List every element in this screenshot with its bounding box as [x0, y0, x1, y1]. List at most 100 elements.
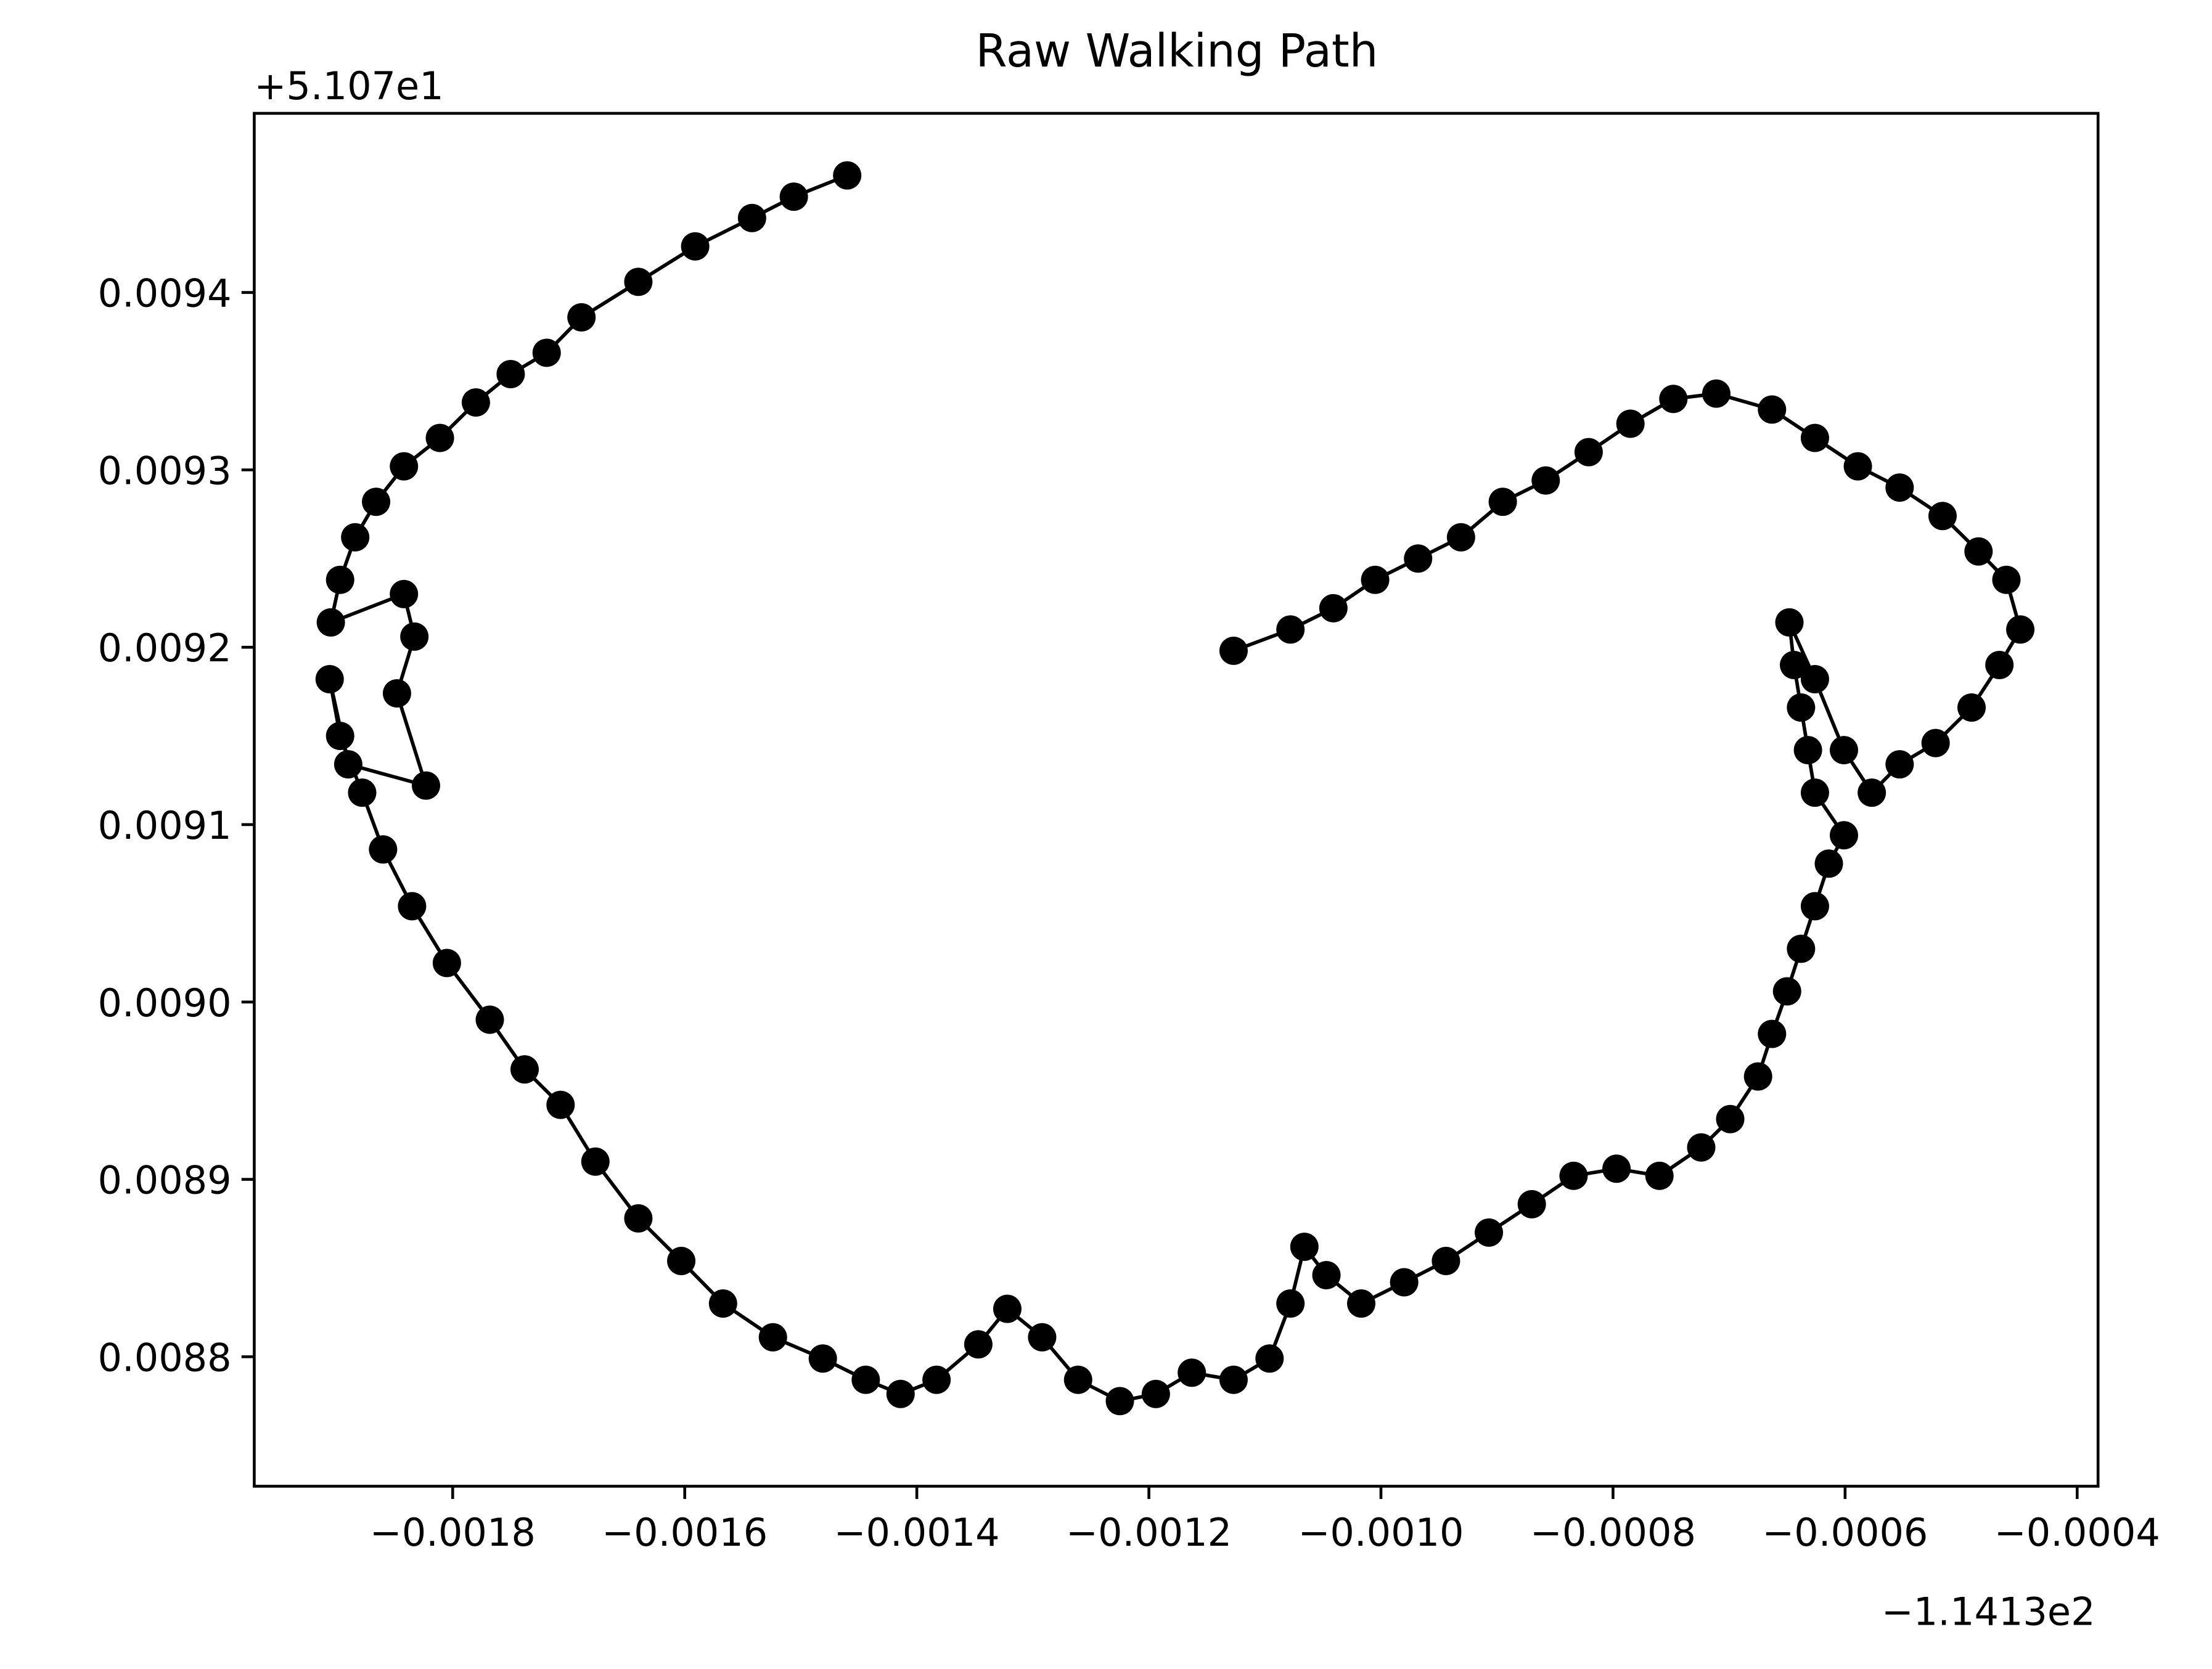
point-marker	[1616, 409, 1645, 438]
point-marker	[1702, 379, 1731, 408]
point-marker	[348, 778, 377, 807]
point-marker	[382, 679, 411, 708]
point-marker	[1957, 693, 1986, 722]
point-marker	[1559, 1161, 1588, 1190]
point-marker	[1446, 523, 1475, 552]
point-marker	[964, 1330, 993, 1359]
point-marker	[1645, 1161, 1674, 1190]
point-marker	[667, 1246, 696, 1275]
x-tick-label: −0.0014	[834, 1510, 1000, 1555]
point-marker	[362, 488, 391, 516]
point-marker	[1390, 1268, 1419, 1297]
chart-title: Raw Walking Path	[976, 25, 1378, 78]
point-marker	[1319, 594, 1348, 622]
point-marker	[532, 338, 561, 367]
x-tick-label: −0.0012	[1066, 1510, 1232, 1555]
point-marker	[1985, 650, 2014, 679]
point-marker	[2006, 615, 2035, 644]
point-marker	[1290, 1232, 1319, 1261]
point-marker	[1219, 636, 1248, 665]
point-marker	[326, 565, 354, 594]
x-tick-label: −0.0018	[370, 1510, 536, 1555]
point-marker	[808, 1344, 837, 1373]
y-offset-label: +5.107e1	[254, 63, 443, 108]
y-tick-label: 0.0094	[98, 271, 232, 316]
point-marker	[1347, 1289, 1375, 1318]
point-marker	[581, 1147, 610, 1176]
point-marker	[1574, 438, 1603, 467]
point-marker	[1787, 934, 1816, 963]
point-marker	[567, 303, 596, 332]
point-marker	[1793, 736, 1822, 765]
point-marker	[326, 722, 354, 751]
point-marker	[1178, 1358, 1206, 1387]
point-marker	[1276, 1289, 1305, 1318]
point-marker	[398, 892, 427, 921]
y-tick-label: 0.0092	[98, 626, 232, 671]
x-tick-label: −0.0010	[1298, 1510, 1464, 1555]
point-marker	[1964, 537, 1993, 566]
point-marker	[681, 232, 710, 261]
x-offset-label: −1.1413e2	[1882, 1589, 2095, 1634]
point-marker	[461, 388, 490, 417]
point-marker	[1531, 466, 1560, 495]
point-marker	[1858, 778, 1886, 807]
point-marker	[1063, 1365, 1092, 1394]
point-marker	[1475, 1218, 1504, 1247]
point-marker	[1800, 423, 1829, 452]
point-marker	[1800, 892, 1829, 921]
point-marker	[624, 1204, 653, 1233]
point-marker	[1829, 821, 1858, 850]
point-marker	[425, 423, 454, 452]
point-marker	[1488, 488, 1517, 516]
point-marker	[624, 267, 653, 296]
point-marker	[1404, 544, 1433, 573]
point-marker	[1829, 736, 1858, 765]
point-marker	[1758, 1019, 1787, 1048]
point-marker	[1105, 1387, 1134, 1416]
point-marker	[1800, 664, 1829, 693]
point-marker	[1361, 565, 1390, 594]
y-tick-label: 0.0089	[98, 1158, 232, 1203]
y-tick-label: 0.0088	[98, 1335, 232, 1380]
point-marker	[708, 1289, 737, 1318]
point-marker	[1716, 1104, 1745, 1133]
point-marker	[1141, 1379, 1170, 1408]
point-marker	[1432, 1246, 1460, 1275]
point-marker	[1921, 728, 1950, 757]
x-tick-label: −0.0008	[1530, 1510, 1696, 1555]
point-marker	[1992, 565, 2021, 594]
point-marker	[496, 359, 525, 388]
point-marker	[851, 1365, 880, 1394]
point-marker	[1659, 385, 1688, 414]
point-marker	[833, 161, 862, 190]
point-marker	[1758, 395, 1787, 424]
point-marker	[316, 608, 345, 637]
point-marker	[1775, 608, 1804, 637]
point-marker	[341, 523, 370, 552]
point-marker	[411, 771, 440, 800]
point-marker	[922, 1365, 951, 1394]
point-marker	[1312, 1260, 1341, 1289]
point-marker	[510, 1055, 539, 1084]
point-marker	[334, 750, 363, 779]
point-marker	[1772, 977, 1801, 1006]
point-marker	[779, 182, 808, 211]
point-marker	[1800, 778, 1829, 807]
point-marker	[390, 579, 419, 608]
point-marker	[1885, 750, 1914, 779]
point-marker	[737, 203, 766, 232]
point-marker	[1787, 693, 1816, 722]
x-tick-label: −0.0006	[1762, 1510, 1928, 1555]
point-marker	[546, 1090, 575, 1119]
axes-frame	[253, 112, 2100, 1488]
point-marker	[315, 664, 344, 693]
point-marker	[390, 452, 419, 481]
point-marker	[400, 622, 429, 651]
point-marker	[1928, 502, 1957, 531]
point-marker	[432, 949, 461, 977]
point-marker	[1814, 849, 1843, 878]
x-tick-label: −0.0004	[1994, 1510, 2160, 1555]
